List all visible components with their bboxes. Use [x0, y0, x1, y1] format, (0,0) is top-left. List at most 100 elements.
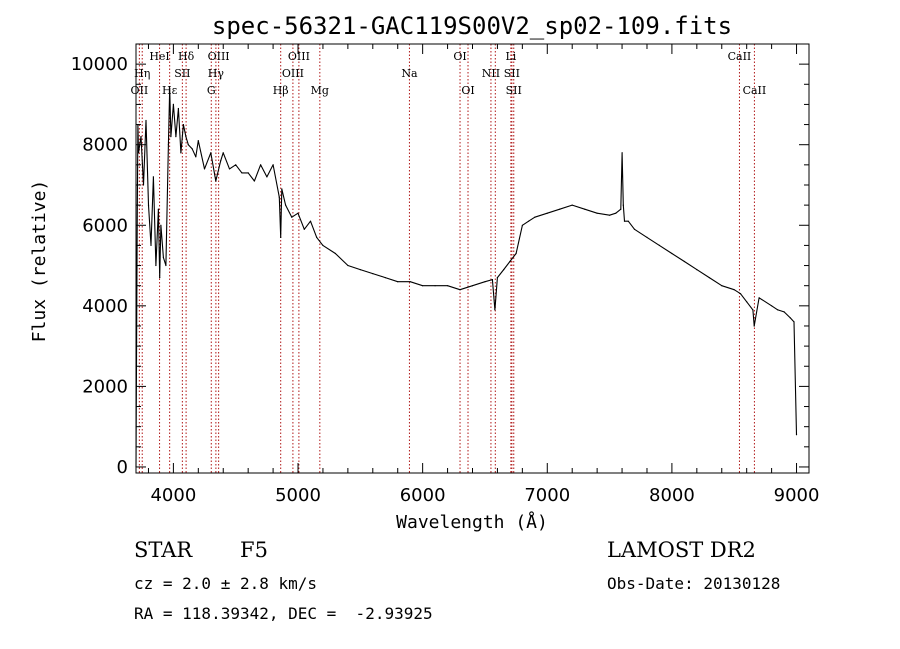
spectrum-series [135, 87, 798, 468]
survey-name: LAMOST DR2 [607, 538, 756, 562]
spectrum-point [559, 208, 561, 210]
line-marker-label-9: Hβ [273, 84, 289, 97]
spectrum-point [484, 281, 486, 283]
spectrum-point [303, 228, 305, 230]
spectrum-point [494, 309, 496, 311]
spectrum-point [658, 244, 661, 246]
spectrum-point [683, 260, 686, 263]
spectrum-point [247, 172, 249, 174]
emission-line-labels: OIIHηHeIHεSIIHδGHγOIIIHβOIIIOIIIMgNaOIOI… [131, 50, 767, 97]
spectrum-point [646, 236, 648, 238]
y-tick-label: 2000 [82, 376, 128, 397]
spectrum-point [177, 107, 179, 110]
spectrum-point [571, 204, 573, 206]
spectrum-point [147, 204, 150, 206]
x-axis-label: Wavelength (Å) [396, 511, 548, 533]
spectrum-point [696, 269, 698, 271]
line-marker-label-21: CaII [728, 50, 752, 63]
spectrum-point [334, 252, 336, 255]
spectrum-point [422, 285, 424, 287]
spectrum-point [280, 236, 282, 238]
spectrum-point [622, 204, 624, 206]
y-axis-label: Flux (relative) [29, 180, 50, 343]
observation-date: Obs-Date: 20130128 [607, 574, 781, 593]
spectrum-point [771, 305, 773, 307]
spectrum-point [197, 140, 199, 142]
spectrum-point [157, 208, 159, 210]
spectrum-point [777, 309, 779, 311]
spectrum-point [621, 152, 623, 154]
line-marker-label-7: Hγ [208, 67, 225, 80]
y-tick-label: 6000 [82, 215, 128, 236]
spectrum-point [316, 236, 318, 238]
line-marker-label-12: Mg [311, 84, 329, 97]
spectrum-point [222, 152, 224, 154]
axis-ticks: 4000 5000 6000 7000 8000 9000 0 2000 4000 6000 800… [71, 44, 819, 506]
emission-line-markers [138, 44, 755, 473]
spectrum-point [253, 180, 255, 182]
spectrum-point [195, 156, 197, 158]
spectrum-point [220, 160, 222, 162]
spectrum-point [172, 103, 174, 105]
spectrum-point [471, 285, 474, 287]
spectrum-point [627, 220, 629, 222]
line-marker-label-19: SII [504, 67, 520, 80]
spectrum-point [140, 136, 142, 138]
x-tick-label: 7000 [524, 485, 570, 506]
line-marker-label-22: CaII [743, 84, 767, 97]
spectrum-point [789, 317, 791, 319]
spectrum-point [266, 176, 268, 178]
spectrum-point [170, 136, 172, 138]
y-tick-label: 8000 [82, 135, 128, 156]
spectrum-point [447, 285, 449, 287]
spectrum-point [159, 277, 161, 279]
spectrum-point [191, 148, 193, 150]
coordinates: RA = 118.39342, DEC = -2.93925 [134, 604, 433, 623]
spectrum-point [459, 289, 461, 291]
spectrum-point [235, 164, 237, 166]
line-marker-label-16: NII [482, 67, 500, 80]
spectral-subclass: F5 [240, 538, 268, 562]
spectrum-point [347, 264, 349, 267]
spectrum-point [515, 252, 517, 255]
spectrum-point [434, 285, 436, 287]
spectrum-point [145, 119, 147, 122]
line-marker-label-2: HeI [149, 50, 169, 63]
spectrum-point [241, 172, 243, 174]
spectrum-point [793, 321, 795, 323]
spectrum-point [409, 281, 411, 283]
spectrum-point [285, 204, 287, 206]
object-class: STAR [134, 538, 193, 562]
line-marker-label-0: OII [131, 84, 149, 97]
spectrum-point [496, 277, 498, 279]
line-marker-label-15: OI [461, 84, 474, 97]
line-marker-label-10: OIII [282, 67, 304, 80]
line-marker-label-18: Li [505, 50, 516, 63]
spectrum-point [359, 269, 361, 271]
line-marker-label-4: SII [174, 67, 190, 80]
spectrum-point [671, 252, 673, 255]
spectrum-point [185, 136, 187, 138]
spectrum-point [162, 256, 164, 259]
y-tick-label: 10000 [71, 54, 128, 75]
spectrum-point [187, 144, 189, 146]
spectrum-point [753, 325, 755, 327]
spectrum-point [278, 196, 280, 198]
spectrum-point [795, 434, 798, 436]
spectrum-point [160, 224, 162, 226]
spectrum-point [503, 269, 505, 271]
line-marker-label-20: SII [506, 84, 522, 97]
spectrum-point [322, 244, 324, 246]
line-marker-label-14: OI [453, 50, 466, 63]
spectrum-point [708, 277, 710, 279]
spectrum-point [633, 228, 636, 230]
plot-frame [135, 43, 810, 474]
spectrum-line-0 [135, 87, 798, 468]
spectrum-point [291, 216, 293, 218]
spectrum-point [281, 188, 283, 190]
spectrum-point [623, 220, 626, 222]
spectrum-point [584, 208, 586, 210]
spectrum-point [397, 281, 399, 283]
spectrum-point [260, 164, 262, 166]
chart-title: spec-56321-GAC119S00V2_sp02-109.fits [212, 12, 732, 40]
